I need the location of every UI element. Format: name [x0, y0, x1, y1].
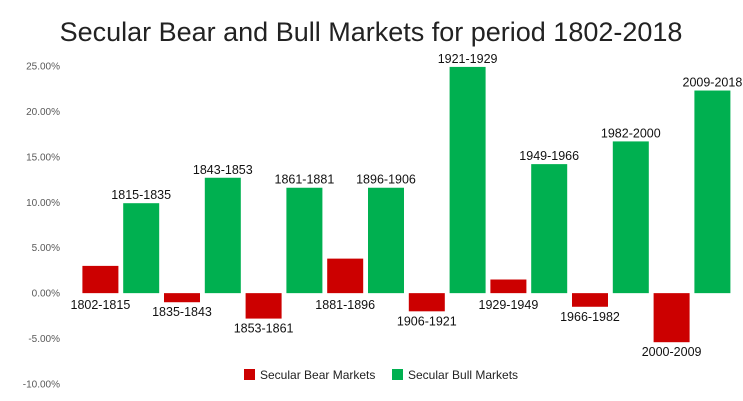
bar-label: 1861-1881: [275, 173, 335, 187]
bars: [82, 66, 731, 343]
bar-label: 1843-1853: [193, 163, 253, 177]
bar-label: 1949-1966: [519, 149, 579, 163]
bar-label: 1853-1861: [234, 322, 294, 336]
bear-bar: [408, 293, 445, 312]
bar-label: 1929-1949: [479, 298, 539, 312]
bear-bar: [653, 293, 690, 343]
bar-label: 1896-1906: [356, 173, 416, 187]
y-tick-label: 5.00%: [32, 243, 60, 254]
chart-title: Secular Bear and Bull Markets for period…: [60, 17, 683, 47]
bear-bar: [164, 293, 200, 303]
y-tick-label: 25.00%: [26, 62, 60, 73]
bar-label: 1815-1835: [111, 188, 171, 202]
bull-bar: [449, 66, 486, 294]
y-axis: -10.00% -5.00% 0.00% 5.00% 10.00% 15.00% 20.00…: [23, 62, 60, 391]
bear-bar: [572, 293, 608, 307]
bull-bar: [204, 177, 241, 294]
bar-label: 1881-1896: [315, 298, 375, 312]
bear-legend-swatch: [244, 369, 255, 380]
y-tick-label: 15.00%: [26, 152, 60, 163]
y-tick-label: 20.00%: [26, 107, 60, 118]
bar-label: 2000-2009: [642, 345, 702, 359]
bull-bar: [694, 90, 731, 294]
bar-label: 2009-2018: [683, 76, 743, 90]
bar-labels: 1802-1815 1815-1835 1835-1843 1843-1853 1853…: [71, 52, 743, 359]
y-tick-label: -5.00%: [28, 334, 60, 345]
bar-label: 1966-1982: [560, 310, 620, 324]
bear-bar: [327, 258, 364, 294]
bear-bar: [82, 265, 119, 294]
bar-label: 1802-1815: [71, 298, 131, 312]
bear-legend-label: Secular Bear Markets: [260, 368, 375, 382]
bar-label: 1982-2000: [601, 126, 661, 140]
y-tick-label: 10.00%: [26, 198, 60, 209]
bar-label: 1921-1929: [438, 52, 498, 66]
bear-bar: [490, 279, 527, 294]
bull-bar: [531, 164, 568, 294]
y-tick-label: -10.00%: [23, 380, 60, 391]
bull-bar: [123, 203, 160, 294]
legend: Secular Bear Markets Secular Bull Markets: [244, 368, 518, 382]
bull-legend-label: Secular Bull Markets: [408, 368, 518, 382]
bull-legend-swatch: [392, 369, 403, 380]
bear-bar: [245, 293, 282, 319]
bull-bar: [368, 187, 404, 294]
bull-bar: [286, 187, 323, 294]
y-tick-label: 0.00%: [32, 289, 60, 300]
bar-label: 1906-1921: [397, 314, 457, 328]
bar-label: 1835-1843: [152, 305, 212, 319]
bull-bar: [612, 141, 649, 294]
